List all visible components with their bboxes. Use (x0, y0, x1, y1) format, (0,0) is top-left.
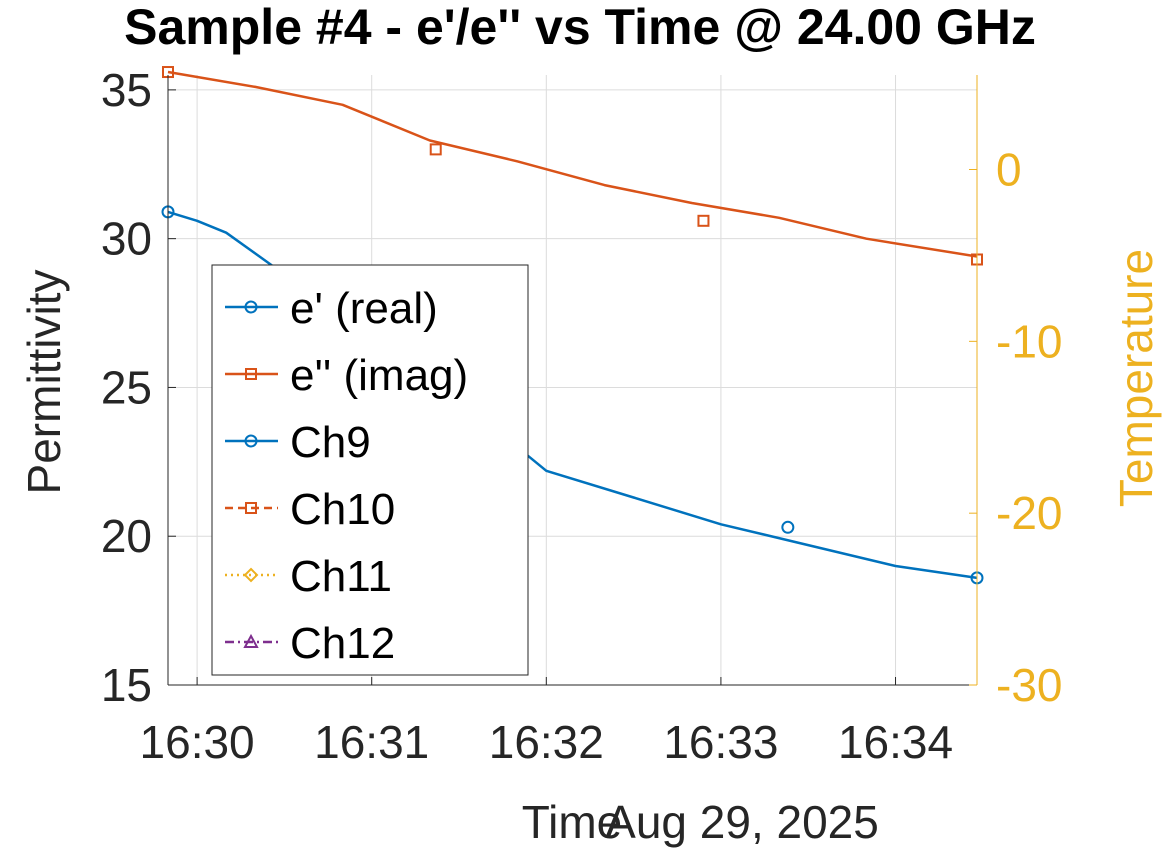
axes (167, 75, 978, 686)
y-tick-label: 35 (101, 64, 152, 116)
legend-entry-label: Ch10 (290, 485, 395, 534)
y-right-tick-label: -10 (996, 315, 1062, 367)
legend-entry-label: Ch11 (290, 552, 392, 601)
x-axis-label: Time (522, 796, 623, 848)
x-tick-label: 16:33 (663, 716, 778, 768)
y-right-tick-label: -20 (996, 487, 1062, 539)
y-right-tick-label: 0 (996, 144, 1022, 196)
legend-entry-label: e'' (imag) (290, 351, 468, 400)
legend-marker (243, 633, 259, 648)
legend-marker (244, 300, 258, 314)
legend-marker (245, 368, 257, 380)
legend-marker (243, 567, 259, 583)
legend-entry-label: Ch12 (290, 619, 395, 668)
x-axis-date-label: Aug 29, 2025 (605, 796, 879, 848)
y-tick-label: 15 (101, 659, 152, 711)
series-marker-1 (697, 214, 710, 227)
legend-marker (245, 502, 257, 514)
chart-title: Sample #4 - e'/e'' vs Time @ 24.00 GHz (124, 0, 1036, 55)
legend-marker (244, 434, 258, 448)
y-tick-label: 25 (101, 361, 152, 413)
y-right-axis-label: Temperature (1110, 249, 1162, 507)
x-tick-label: 16:30 (140, 716, 255, 768)
series-marker-1 (429, 143, 442, 156)
y-tick-label: 30 (101, 213, 152, 265)
legend: e' (real) e'' (imag) Ch9 Ch10 Ch11 Ch12 (211, 264, 529, 676)
series-marker-0 (781, 520, 795, 534)
legend-entry-label: e' (real) (290, 284, 438, 333)
legend-entry-label: Ch9 (290, 418, 371, 467)
tick-labels: 16:30 16:31 16:32 16:33 16:34 15 20 25 30 35 0 -10 -… (101, 64, 1063, 768)
x-tick-label: 16:32 (489, 716, 604, 768)
series-line-1 (167, 70, 978, 258)
x-tick-label: 16:31 (314, 716, 429, 768)
y-axis-label: Permittivity (18, 270, 70, 495)
y-tick-label: 20 (101, 510, 152, 562)
y-right-tick-label: -30 (996, 659, 1062, 711)
legend-box (211, 264, 529, 676)
x-tick-label: 16:34 (838, 716, 953, 768)
